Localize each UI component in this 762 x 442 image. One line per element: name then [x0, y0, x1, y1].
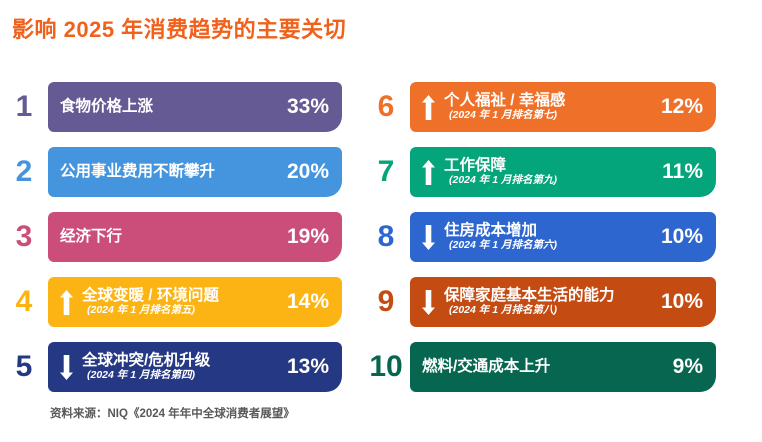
page-title: 影响 2025 年消费趋势的主要关切 — [12, 17, 347, 42]
rank-item-2: 2 公用事业费用不断攀升 20% — [6, 147, 342, 197]
concern-label: 公用事业费用不断攀升 — [60, 163, 216, 181]
concern-value: 33% — [286, 95, 329, 118]
rank-number: 3 — [15, 220, 33, 253]
up-arrow-icon — [422, 159, 435, 185]
down-arrow-icon — [60, 354, 73, 380]
concern-bar: 燃料/交通成本上升 9% — [410, 342, 716, 392]
rank-number: 6 — [377, 90, 395, 123]
rank-number: 8 — [377, 220, 395, 253]
rank-number: 2 — [15, 155, 33, 188]
rank-number: 4 — [15, 285, 33, 318]
rank-number: 1 — [15, 90, 33, 123]
concern-label: 个人福祉 / 幸福感 — [444, 91, 566, 109]
source-note: 资料来源：NIQ《2024 年年中全球消费者展望》 — [50, 408, 295, 420]
concern-label: 住房成本增加 — [444, 221, 538, 239]
concern-label: 燃料/交通成本上升 — [422, 358, 551, 376]
concern-bar: 个人福祉 / 幸福感 (2024 年 1 月排名第七) 12% — [410, 82, 716, 132]
rank-item-8: 8 住房成本增加 (2024 年 1 月排名第六) 10% — [368, 212, 716, 262]
rank-column-left: 1 食物价格上涨 33% 2 公用事业费用不断攀升 20% 3 — [6, 82, 342, 407]
down-arrow-icon — [422, 224, 435, 250]
rank-number: 9 — [377, 285, 395, 318]
concern-bar: 住房成本增加 (2024 年 1 月排名第六) 10% — [410, 212, 716, 262]
concern-value: 20% — [286, 160, 329, 183]
concern-value: 13% — [286, 355, 329, 378]
up-arrow-icon — [60, 289, 73, 315]
rank-number: 7 — [377, 155, 395, 188]
down-arrow-icon — [422, 289, 435, 315]
concern-bar: 工作保障 (2024 年 1 月排名第九) 11% — [410, 147, 716, 197]
rank-item-3: 3 经济下行 19% — [6, 212, 342, 262]
rank-item-5: 5 全球冲突/危机升级 (2024 年 1 月排名第四) 13% — [6, 342, 342, 392]
rank-column-right: 6 个人福祉 / 幸福感 (2024 年 1 月排名第七) 12% 7 工作保 — [368, 82, 716, 407]
concern-label: 全球变暖 / 环境问题 — [82, 286, 219, 304]
concern-value: 9% — [672, 355, 703, 378]
concern-bar: 全球变暖 / 环境问题 (2024 年 1 月排名第五) 14% — [48, 277, 342, 327]
concern-value: 14% — [286, 290, 329, 313]
concern-value: 19% — [286, 225, 329, 248]
concern-label: 工作保障 — [444, 156, 507, 174]
previous-rank-note: (2024 年 1 月排名第五) — [87, 304, 195, 317]
previous-rank-note: (2024 年 1 月排名第九) — [449, 174, 557, 187]
rank-item-7: 7 工作保障 (2024 年 1 月排名第九) 11% — [368, 147, 716, 197]
concern-label: 食物价格上涨 — [60, 98, 154, 116]
previous-rank-note: (2024 年 1 月排名第六) — [449, 239, 557, 252]
concern-value: 11% — [662, 160, 703, 183]
concern-label: 保障家庭基本生活的能力 — [444, 286, 615, 304]
concern-label: 全球冲突/危机升级 — [82, 351, 211, 369]
previous-rank-note: (2024 年 1 月排名第四) — [87, 369, 195, 382]
rank-item-10: 10 燃料/交通成本上升 9% — [368, 342, 716, 392]
concern-value: 10% — [660, 225, 703, 248]
up-arrow-icon — [422, 94, 435, 120]
concern-bar: 食物价格上涨 33% — [48, 82, 342, 132]
concern-bar: 保障家庭基本生活的能力 (2024 年 1 月排名第八) 10% — [410, 277, 716, 327]
rank-item-9: 9 保障家庭基本生活的能力 (2024 年 1 月排名第八) 10% — [368, 277, 716, 327]
concern-bar: 经济下行 19% — [48, 212, 342, 262]
concern-value: 10% — [660, 290, 703, 313]
rank-item-1: 1 食物价格上涨 33% — [6, 82, 342, 132]
rank-number: 5 — [15, 350, 33, 383]
concern-value: 12% — [660, 95, 703, 118]
concern-bar: 全球冲突/危机升级 (2024 年 1 月排名第四) 13% — [48, 342, 342, 392]
previous-rank-note: (2024 年 1 月排名第七) — [449, 109, 557, 122]
concern-bar: 公用事业费用不断攀升 20% — [48, 147, 342, 197]
previous-rank-note: (2024 年 1 月排名第八) — [449, 304, 557, 317]
rank-number: 10 — [369, 350, 403, 383]
rank-item-4: 4 全球变暖 / 环境问题 (2024 年 1 月排名第五) 14% — [6, 277, 342, 327]
concern-label: 经济下行 — [60, 228, 123, 246]
rank-item-6: 6 个人福祉 / 幸福感 (2024 年 1 月排名第七) 12% — [368, 82, 716, 132]
